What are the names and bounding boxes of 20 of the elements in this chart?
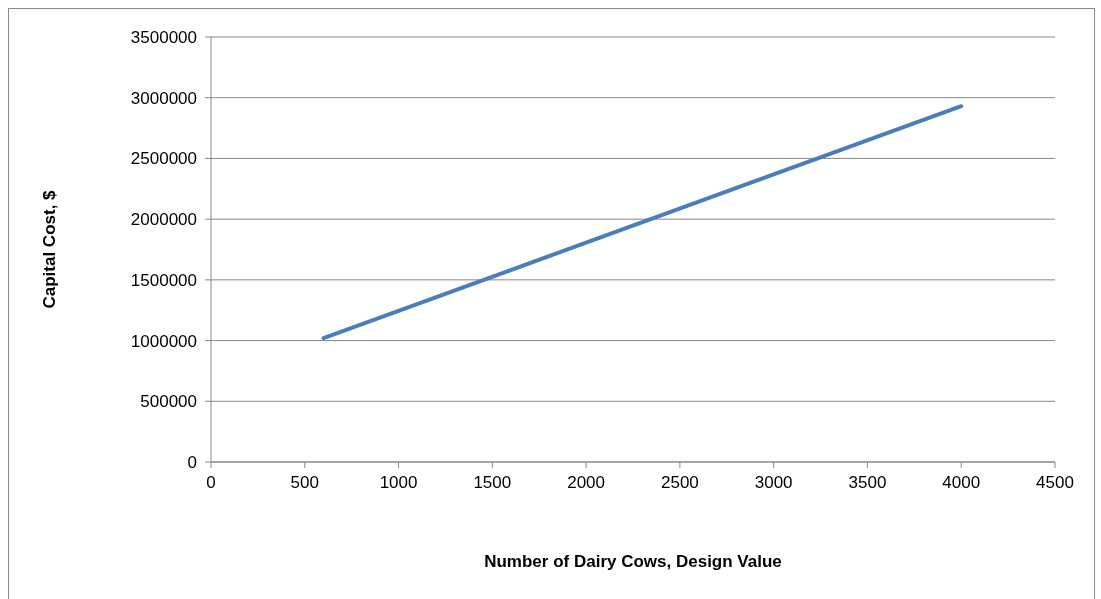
- y-tick-label: 1500000: [130, 270, 197, 290]
- y-tick-label: 3000000: [130, 88, 197, 108]
- x-tick-label: 4500: [1036, 473, 1074, 493]
- y-tick-label: 3500000: [130, 28, 197, 48]
- y-tick-label: 2000000: [130, 210, 197, 230]
- x-tick-label: 1000: [379, 473, 418, 493]
- x-tick-label: 1500: [473, 473, 512, 493]
- y-tick-label: 500000: [140, 392, 197, 412]
- y-tick-label: 2500000: [130, 149, 197, 169]
- x-tick-label: 500: [290, 473, 319, 493]
- y-axis-title: Capital Cost, $: [40, 189, 60, 309]
- x-axis-title: Number of Dairy Cows, Design Value: [484, 552, 782, 571]
- x-tick-label: 4000: [942, 473, 981, 493]
- x-tick-label: 3500: [848, 473, 887, 493]
- y-tick-label: 0: [187, 453, 197, 473]
- y-tick-label: 1000000: [130, 331, 197, 351]
- x-tick-label: 2000: [567, 473, 606, 493]
- x-tick-label: 2500: [660, 473, 699, 493]
- x-tick-label: 0: [206, 473, 216, 493]
- x-tick-label: 3000: [754, 473, 793, 493]
